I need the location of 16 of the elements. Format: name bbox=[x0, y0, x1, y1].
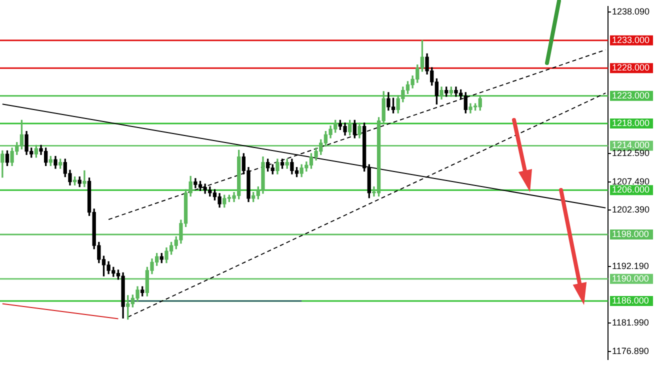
ref-line-label: 1206.000 bbox=[612, 184, 650, 195]
ref-line-label: 1190.000 bbox=[612, 273, 649, 284]
ref-line-label: 1218.000 bbox=[612, 118, 650, 128]
ref-line-label: 1214.000 bbox=[612, 140, 650, 150]
ref-line-label: 1233.000 bbox=[612, 34, 650, 45]
y-tick-label: 1181.990 bbox=[612, 318, 649, 328]
ref-line-label: 1223.000 bbox=[612, 90, 650, 100]
y-tick-label: 1207.490 bbox=[612, 176, 650, 186]
y-tick-label: 1202.390 bbox=[612, 204, 650, 215]
ref-line-label: 1186.000 bbox=[612, 295, 649, 306]
ref-line-label: 1228.000 bbox=[612, 62, 650, 73]
y-tick-label: 1176.890 bbox=[612, 346, 649, 356]
y-tick-label: 1192.190 bbox=[612, 261, 649, 272]
y-tick-label: 1238.090 bbox=[612, 6, 650, 17]
y-tick-label: 1212.590 bbox=[612, 148, 650, 158]
ref-line-label: 1198.000 bbox=[612, 228, 649, 239]
